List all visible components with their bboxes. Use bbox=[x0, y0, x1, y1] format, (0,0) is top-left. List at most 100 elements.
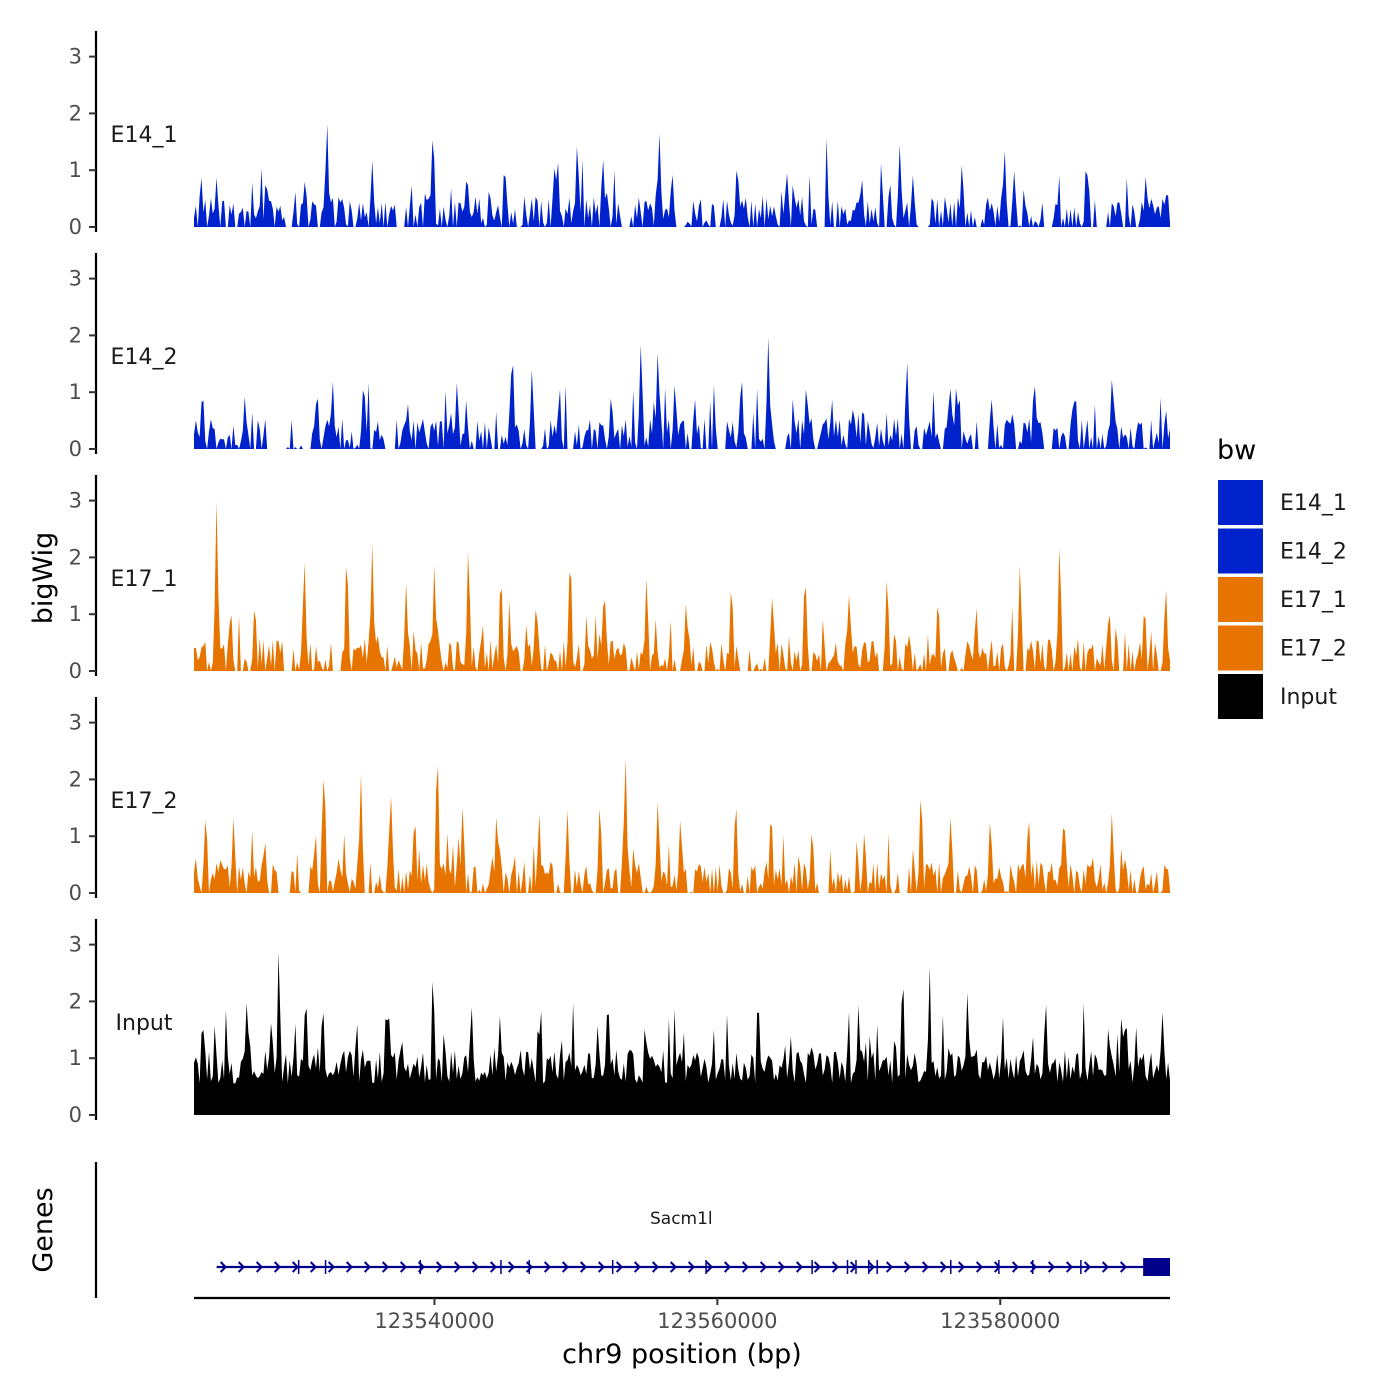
genes-panel: Genes Sacm1l bbox=[28, 1162, 1170, 1298]
track-E14_2: 0 1 2 3 E14_2 bbox=[69, 253, 1170, 461]
legend-item-E14_1: E14_1 bbox=[1218, 480, 1347, 525]
legend-swatch bbox=[1218, 674, 1263, 719]
y-tick-label: 0 bbox=[69, 437, 82, 461]
track-label: Input bbox=[116, 1011, 173, 1036]
y-axis-title: bigWig bbox=[28, 532, 59, 625]
strand-chevron bbox=[741, 1261, 750, 1273]
strand-chevron bbox=[723, 1261, 732, 1273]
y-tick-label: 1 bbox=[69, 824, 82, 848]
strand-chevron bbox=[471, 1261, 480, 1273]
strand-chevron bbox=[1083, 1261, 1092, 1273]
y-tick-label: 0 bbox=[69, 215, 82, 239]
strand-chevron bbox=[381, 1261, 390, 1273]
x-ticks: 123540000 123560000 123580000 bbox=[374, 1298, 1060, 1333]
strand-chevron bbox=[903, 1261, 912, 1273]
x-tick-label: 123540000 bbox=[374, 1309, 494, 1333]
y-tick-label: 3 bbox=[69, 45, 82, 69]
strand-chevron bbox=[831, 1261, 840, 1273]
gene-name-label: Sacm1l bbox=[650, 1209, 713, 1229]
legend-item-Input: Input bbox=[1218, 674, 1337, 719]
y-tick-label: 2 bbox=[69, 767, 82, 791]
strand-chevron bbox=[309, 1261, 318, 1273]
strand-chevron bbox=[939, 1261, 948, 1273]
strand-chevron bbox=[1119, 1261, 1128, 1273]
y-tick-label: 0 bbox=[69, 1103, 82, 1127]
strand-chevron bbox=[615, 1261, 624, 1273]
strand-chevron bbox=[435, 1261, 444, 1273]
track-label: E17_1 bbox=[111, 567, 178, 592]
strand-chevron bbox=[363, 1261, 372, 1273]
legend-label: E14_1 bbox=[1280, 491, 1347, 516]
y-tick-label: 1 bbox=[69, 602, 82, 626]
legend: bw E14_1 E14_2 E17_1 E17_2 Input bbox=[1217, 435, 1347, 719]
genes-axis-title: Genes bbox=[28, 1187, 59, 1272]
y-tick-label: 1 bbox=[69, 380, 82, 404]
strand-chevron bbox=[543, 1261, 552, 1273]
y-tick-label: 0 bbox=[69, 659, 82, 683]
exon-block bbox=[1143, 1258, 1170, 1276]
strand-chevron bbox=[453, 1261, 462, 1273]
y-tick-label: 1 bbox=[69, 1046, 82, 1070]
strand-chevron bbox=[345, 1261, 354, 1273]
strand-chevron bbox=[399, 1261, 408, 1273]
strand-chevron bbox=[1101, 1261, 1110, 1273]
strand-chevron bbox=[885, 1261, 894, 1273]
strand-chevron bbox=[255, 1261, 264, 1273]
legend-label: E14_2 bbox=[1280, 540, 1347, 565]
legend-swatch bbox=[1218, 577, 1263, 622]
track-label: E14_1 bbox=[111, 123, 178, 148]
strand-chevron bbox=[705, 1261, 714, 1273]
track-E14_1: 0 1 2 3 E14_1 bbox=[69, 31, 1170, 239]
x-axis-title: chr9 position (bp) bbox=[562, 1339, 802, 1370]
track-Input: 0 1 2 3 Input bbox=[69, 919, 1170, 1127]
strand-chevron bbox=[237, 1261, 246, 1273]
y-tick-label: 3 bbox=[69, 711, 82, 735]
y-tick-label: 1 bbox=[69, 158, 82, 182]
track-E17_1: 0 1 2 3 E17_1 bbox=[69, 475, 1170, 683]
strand-chevron bbox=[579, 1261, 588, 1273]
strand-chevron bbox=[993, 1261, 1002, 1273]
y-tick-label: 2 bbox=[69, 989, 82, 1013]
track-label: E14_2 bbox=[111, 345, 178, 370]
y-tick-label: 2 bbox=[69, 101, 82, 125]
track-label: E17_2 bbox=[111, 789, 178, 814]
strand-chevron bbox=[687, 1261, 696, 1273]
strand-chevron bbox=[921, 1261, 930, 1273]
y-tick-label: 0 bbox=[69, 881, 82, 905]
x-tick-label: 123580000 bbox=[940, 1309, 1060, 1333]
x-tick-label: 123560000 bbox=[657, 1309, 777, 1333]
signal-area-Input bbox=[194, 952, 1170, 1115]
legend-label: E17_1 bbox=[1280, 588, 1347, 613]
legend-title: bw bbox=[1217, 435, 1256, 466]
gene-Sacm1l: Sacm1l bbox=[216, 1209, 1170, 1276]
strand-chevron bbox=[525, 1261, 534, 1273]
y-tick-label: 3 bbox=[69, 489, 82, 513]
strand-chevron bbox=[759, 1261, 768, 1273]
strand-chevron bbox=[561, 1261, 570, 1273]
strand-chevron bbox=[795, 1261, 804, 1273]
strand-chevron bbox=[273, 1261, 282, 1273]
strand-chevron bbox=[813, 1261, 822, 1273]
legend-item-E17_1: E17_1 bbox=[1218, 577, 1347, 622]
signal-area-E17_2 bbox=[194, 758, 1170, 893]
strand-chevron bbox=[327, 1261, 336, 1273]
y-tick-label: 3 bbox=[69, 933, 82, 957]
strand-chevron bbox=[651, 1261, 660, 1273]
signal-area-E14_1 bbox=[194, 124, 1170, 227]
strand-chevron bbox=[507, 1261, 516, 1273]
strand-chevron bbox=[597, 1261, 606, 1273]
strand-chevron bbox=[975, 1261, 984, 1273]
legend-items: E14_1 E14_2 E17_1 E17_2 Input bbox=[1218, 480, 1347, 719]
signal-tracks: 0 1 2 3 E14_1 0 1 2 3 E14_2 0 1 2 3 E17_1 0 1 2 3 E17_2 0 1 2 3… bbox=[69, 31, 1170, 1127]
legend-swatch bbox=[1218, 480, 1263, 525]
legend-label: E17_2 bbox=[1280, 637, 1347, 662]
gene-models: Sacm1l bbox=[216, 1209, 1170, 1276]
strand-chevron bbox=[777, 1261, 786, 1273]
track-E17_2: 0 1 2 3 E17_2 bbox=[69, 697, 1170, 905]
strand-chevron bbox=[291, 1261, 300, 1273]
strand-chevron bbox=[489, 1261, 498, 1273]
strand-chevron bbox=[1011, 1261, 1020, 1273]
signal-area-E17_1 bbox=[194, 501, 1170, 671]
legend-label: Input bbox=[1280, 685, 1337, 710]
